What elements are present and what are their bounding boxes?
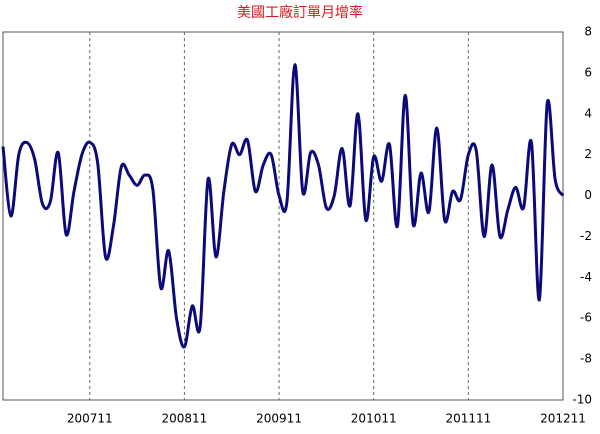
x-tick-label: 200811: [162, 412, 208, 426]
y-tick-label: -4: [580, 270, 592, 284]
y-tick-label: 4: [584, 106, 592, 120]
y-tick-label: 0: [584, 188, 592, 202]
x-tick-label: 200911: [256, 412, 302, 426]
x-tick-label: 201111: [445, 412, 491, 426]
x-tick-label: 201211: [540, 412, 586, 426]
chart-title: 美國工廠訂單月增率: [237, 4, 363, 21]
y-tick-label: -8: [580, 352, 592, 366]
x-tick-label: 201011: [351, 412, 397, 426]
plot-frame: [2, 31, 564, 401]
y-tick-label: -6: [580, 311, 592, 325]
y-tick-label: 8: [584, 25, 592, 39]
y-tick-label: 2: [584, 147, 592, 161]
line: [1, 63, 565, 349]
y-tick-label: -10: [572, 393, 592, 407]
y-tick-label: -2: [580, 229, 592, 243]
y-tick-label: 6: [584, 65, 592, 79]
x-tick-label: 200711: [67, 412, 113, 426]
